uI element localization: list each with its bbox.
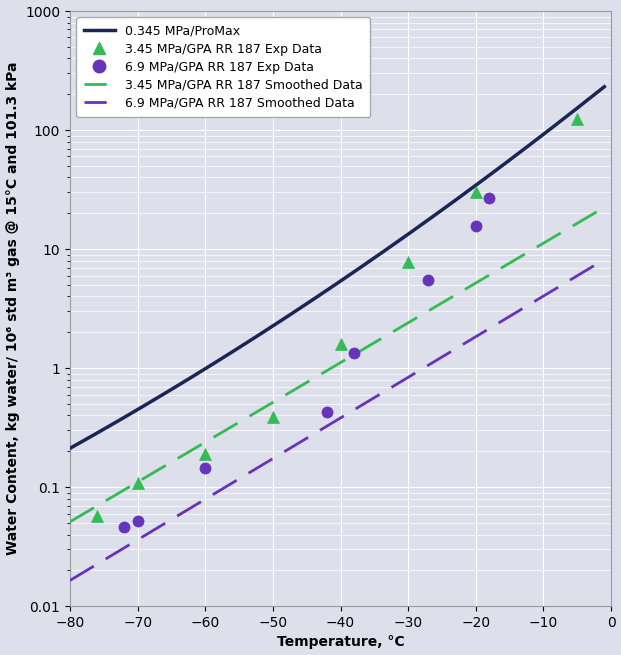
Y-axis label: Water Content, kg water/ 10⁶ std m³ gas @ 15°C and 101.3 kPa: Water Content, kg water/ 10⁶ std m³ gas …	[6, 62, 19, 555]
X-axis label: Temperature, °C: Temperature, °C	[277, 635, 404, 650]
Legend: 0.345 MPa/ProMax, 3.45 MPa/GPA RR 187 Exp Data, 6.9 MPa/GPA RR 187 Exp Data, 3.4: 0.345 MPa/ProMax, 3.45 MPa/GPA RR 187 Ex…	[76, 17, 370, 117]
